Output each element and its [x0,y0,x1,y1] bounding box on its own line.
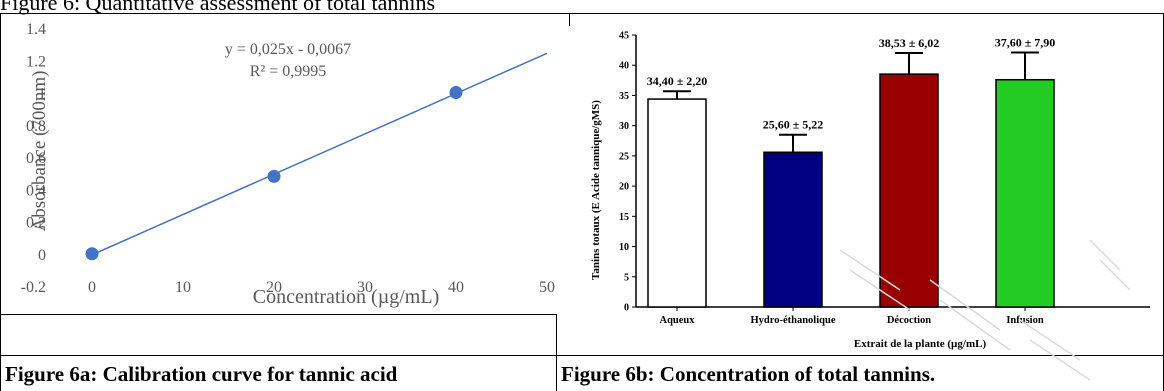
bar [647,98,707,308]
category-label: Décoction [887,315,931,326]
table-divider-vertical-lower [556,315,557,391]
table-border-top [0,13,1164,14]
x-tick-label: 20 [266,279,282,296]
category-label: Aqueux [659,315,695,326]
table-divider-vertical-upper [569,13,570,26]
bar-value-label: 38,53 ± 6,02 [879,36,940,50]
x-tick-label: 0 [88,279,96,296]
y-tick-label: 0 [624,303,629,314]
y-tick-label: 45 [619,31,629,42]
y-tick-label: 25 [619,151,629,162]
bar [995,78,1055,308]
y-axis-label: Tanins totaux (E Acide tannique/gMS) [590,100,602,280]
y-tick-label: 20 [619,182,629,193]
y-tick-label: 40 [619,61,629,72]
caption-figure-6a: Figure 6a: Calibration curve for tannic … [5,362,398,386]
data-point [449,86,463,99]
page-heading: Figure 6: Quantitative assessment of tot… [0,0,436,15]
y-tick-label: 1.2 [26,53,46,70]
y-tick-label: 35 [619,91,629,102]
trendline-equation: y = 0,025x - 0,0067 [225,41,351,58]
y-tick-label: 10 [619,242,629,253]
category-label: Hydro-éthanolique [751,315,836,326]
y-tick-label: 0.8 [26,118,46,135]
x-axis-label: Concentration (µg/mL) [253,286,439,308]
watermark [839,239,1131,381]
bar-value-label: 37,60 ± 7,90 [995,36,1056,50]
bar [879,73,939,308]
bar-value-label: 25,60 ± 5,22 [763,118,824,132]
trendline [91,52,548,256]
y-axis-label: Absorbance (700nm) [29,71,50,232]
x-tick-label: 30 [357,279,373,296]
calibration-chart-panel: Absorbance (700nm) Concentration (µg/mL)… [1,14,557,314]
left-panel-bottom-line [0,314,557,315]
r-squared-label: R² = 0,9995 [250,63,327,80]
calibration-chart: Absorbance (700nm) Concentration (µg/mL)… [21,21,555,308]
y-tick-label: 0.2 [26,215,46,232]
tannins-bar-chart-panel: Tanins totaux (E Acide tannique/gMS) Ext… [570,14,1162,355]
caption-figure-6b: Figure 6b: Concentration of total tannin… [561,362,936,386]
x-tick-label: 50 [539,279,555,296]
table-border-left [0,13,1,391]
category-label: Infusion [1006,315,1044,326]
data-point [85,247,99,261]
y-tick-label: -0.2 [21,279,46,296]
bar-value-label: 34,40 ± 2,20 [647,74,708,88]
y-tick-label: 1.4 [26,21,46,38]
y-tick-label: 0.4 [26,182,46,199]
y-tick-label: 15 [619,212,629,223]
y-tick-label: 0 [38,247,46,264]
caption-row-top-line [0,355,1164,356]
y-tick-label: 30 [619,121,629,132]
x-axis-label: Extrait de la plante (µg/mL) [854,338,987,350]
y-tick-label: 1 [38,86,46,103]
y-tick-label: 0.6 [26,150,46,167]
x-tick-label: 10 [175,279,191,296]
tannins-bar-chart: Tanins totaux (E Acide tannique/gMS) Ext… [590,31,1150,350]
y-tick-label: 5 [624,272,629,283]
x-tick-label: 40 [448,279,464,296]
data-point [267,169,281,183]
